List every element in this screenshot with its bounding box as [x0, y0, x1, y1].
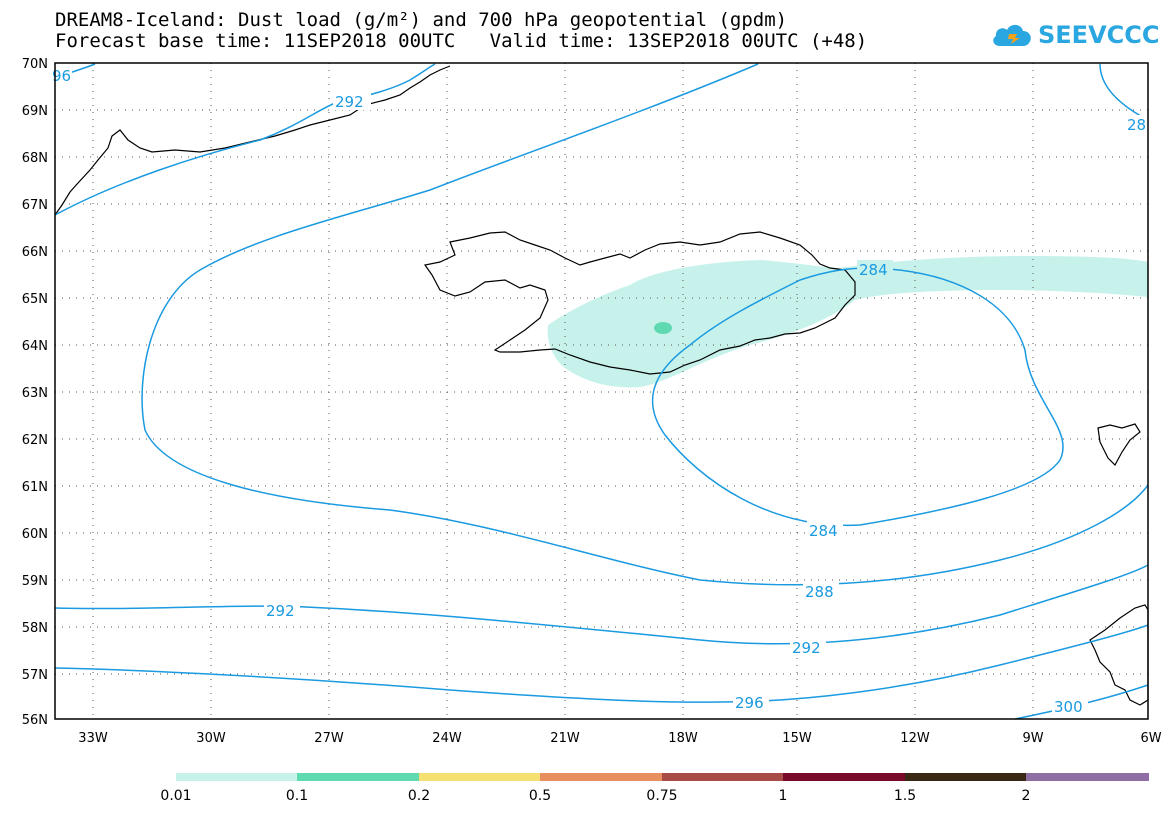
lon-label: 12W: [900, 731, 930, 746]
lon-label: 27W: [314, 731, 344, 746]
contour-label: 292: [792, 639, 821, 657]
contour-label-group: 96 292 28 284 284 288 292 292 296 300: [50, 66, 1148, 716]
map-frame: [54, 62, 1149, 720]
contour-label: 28: [1127, 116, 1146, 134]
contour-284-corner: [1099, 63, 1149, 121]
lon-label: 30W: [196, 731, 226, 746]
colorbar-swatch: [783, 773, 905, 781]
colorbar-swatch: [905, 773, 1026, 781]
lon-label: 21W: [550, 731, 580, 746]
coastlines: [54, 65, 1149, 706]
latitude-labels: 70N 69N 68N 67N 66N 65N 64N 63N 62N 61N …: [22, 57, 48, 728]
lat-label: 64N: [22, 339, 48, 354]
lat-label: 58N: [22, 621, 48, 636]
grid-lines: [55, 63, 1148, 719]
colorbar-label: 2: [1022, 788, 1031, 804]
coastline-greenland: [54, 65, 451, 216]
contour-label: 292: [266, 602, 295, 620]
colorbar-label: 1: [779, 788, 788, 804]
colorbar-label: 1.5: [894, 788, 916, 804]
lat-label: 62N: [22, 433, 48, 448]
lon-label: 33W: [78, 731, 108, 746]
dust-load-layer: [547, 256, 1148, 388]
lon-label: 9W: [1022, 731, 1043, 746]
coastline-scotland: [1089, 604, 1149, 706]
contour-292-south: [54, 564, 1149, 645]
colorbar-label: 0.1: [286, 788, 308, 804]
coastline-faroe: [1097, 423, 1141, 466]
logo-text: SEEVCCC: [1038, 21, 1160, 49]
lat-label: 57N: [22, 668, 48, 683]
dust-area-mid: [654, 322, 672, 334]
geopotential-contours: [54, 63, 1149, 720]
lat-label: 69N: [22, 104, 48, 119]
colorbar-label: 0.01: [160, 788, 191, 804]
contour-label: 284: [859, 261, 888, 279]
contour-292-greenland: [54, 63, 436, 216]
cloud-icon: [993, 24, 1031, 46]
map-title: DREAM8-Iceland: Dust load (g/m²) and 700…: [55, 10, 867, 52]
lat-label: 68N: [22, 151, 48, 166]
contour-296-south: [54, 624, 1149, 703]
colorbar-label: 0.5: [529, 788, 551, 804]
colorbar-swatch: [662, 773, 783, 781]
lon-label: 18W: [668, 731, 698, 746]
contour-label: 288: [805, 583, 834, 601]
contour-label: 300: [1054, 698, 1083, 716]
colorbar-swatch: [176, 773, 297, 781]
contour-label: 96: [52, 67, 71, 85]
longitude-labels: 33W 30W 27W 24W 21W 18W 15W 12W 9W 6W: [78, 731, 1161, 746]
lat-label: 59N: [22, 574, 48, 589]
coastline-iceland: [423, 231, 856, 375]
colorbar-swatch: [540, 773, 662, 781]
colorbar-swatch: [297, 773, 419, 781]
colorbar-swatch: [419, 773, 540, 781]
lon-label: 24W: [432, 731, 462, 746]
contour-label: 296: [735, 694, 764, 712]
colorbar-swatch: [1026, 773, 1149, 781]
title-line-1: DREAM8-Iceland: Dust load (g/m²) and 700…: [55, 9, 788, 31]
lat-label: 60N: [22, 527, 48, 542]
lat-label: 67N: [22, 198, 48, 213]
dust-area-low: [547, 256, 1148, 388]
lat-label: 63N: [22, 386, 48, 401]
title-line-2: Forecast base time: 11SEP2018 00UTC Vali…: [55, 30, 868, 52]
lat-label: 65N: [22, 292, 48, 307]
lat-label: 56N: [22, 713, 48, 728]
contour-288-outer: [141, 63, 1149, 586]
lon-label: 6W: [1140, 731, 1161, 746]
colorbar: 0.01 0.1 0.2 0.5 0.75 1 1.5 2: [160, 773, 1149, 804]
contour-label: 292: [335, 93, 364, 111]
lat-label: 61N: [22, 480, 48, 495]
colorbar-label: 0.2: [408, 788, 430, 804]
contour-label: 284: [809, 522, 838, 540]
lon-label: 15W: [782, 731, 812, 746]
lat-label: 70N: [22, 57, 48, 72]
lat-label: 66N: [22, 245, 48, 260]
colorbar-label: 0.75: [646, 788, 677, 804]
seevccc-logo: SEEVCCC: [990, 20, 1160, 50]
